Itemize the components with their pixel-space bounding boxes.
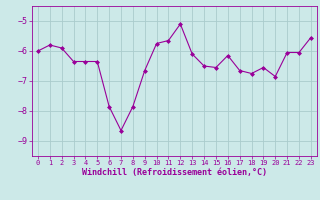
- X-axis label: Windchill (Refroidissement éolien,°C): Windchill (Refroidissement éolien,°C): [82, 168, 267, 177]
